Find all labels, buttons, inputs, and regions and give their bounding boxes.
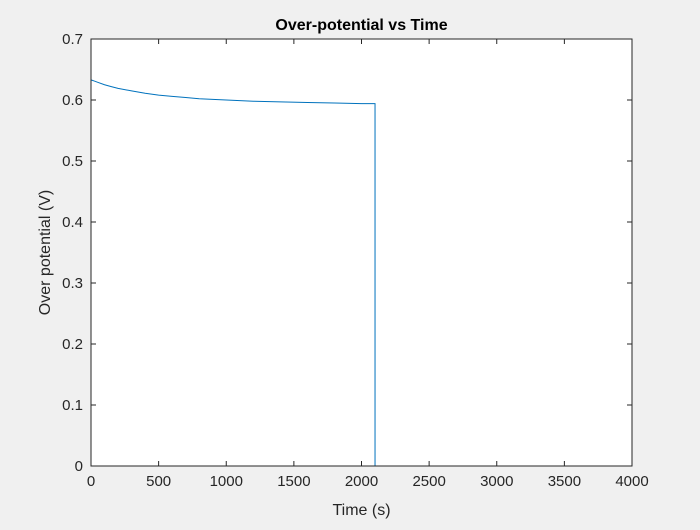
x-axis-label: Time (s): [332, 502, 390, 519]
y-tick-label: 0.3: [62, 275, 83, 292]
plot-area: [91, 39, 632, 466]
x-tick-label: 2000: [345, 473, 378, 490]
y-tick-label: 0.7: [62, 31, 83, 48]
y-tick-label: 0.6: [62, 92, 83, 109]
x-tick-label: 0: [87, 473, 95, 490]
ticks-layer: 0 500 1000 1500 2000 2500 3000 3500 4000 0 0.1 0.2 0…: [62, 31, 649, 490]
axes-box: [90, 38, 633, 467]
x-tick-label: 3000: [480, 473, 513, 490]
y-tick-label: 0.2: [62, 336, 83, 353]
series-layer: [90, 79, 578, 467]
x-tick-label: 4000: [615, 473, 648, 490]
x-tick-label: 3500: [548, 473, 581, 490]
series-line-0: [90, 79, 578, 467]
x-tick-label: 2500: [412, 473, 445, 490]
y-tick-label: 0.5: [62, 153, 83, 170]
y-tick-label: 0.4: [62, 214, 83, 231]
x-tick-label: 1000: [210, 473, 243, 490]
y-tick-label: 0: [75, 458, 83, 475]
x-tick-label: 1500: [277, 473, 310, 490]
y-tick-label: 0.1: [62, 397, 83, 414]
chart-title: Over-potential vs Time: [275, 17, 447, 34]
y-axis-label: Over potential (V): [37, 190, 54, 315]
x-tick-label: 500: [146, 473, 171, 490]
